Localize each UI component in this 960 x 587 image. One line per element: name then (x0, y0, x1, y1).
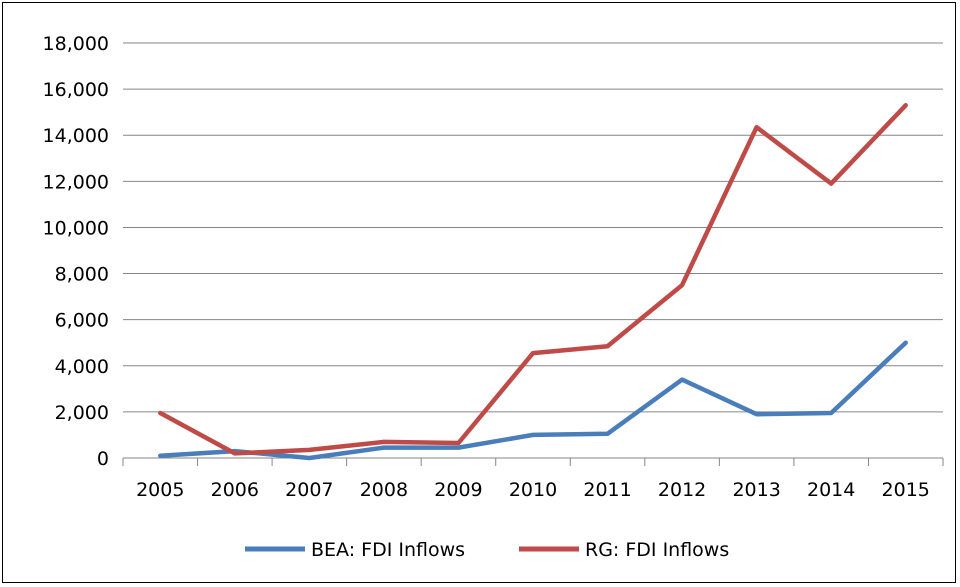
legend: BEA: FDI Inflows RG: FDI Inflows (245, 539, 729, 561)
y-tick-label: 12,000 (43, 171, 109, 193)
x-tick-label: 2008 (360, 479, 408, 501)
x-tick-label: 2009 (434, 479, 482, 501)
x-tick-label: 2011 (583, 479, 631, 501)
x-tick-label: 2005 (136, 479, 184, 501)
gridlines (123, 42, 943, 459)
x-axis-tick-labels: 2005 2006 2007 2008 2009 2010 2011 2012 2013 2014… (136, 479, 930, 501)
x-axis-ticks (122, 458, 944, 466)
y-tick-label: 4,000 (55, 356, 109, 378)
series-line-rg (158, 103, 908, 456)
x-tick-label: 2010 (509, 479, 557, 501)
y-tick-label: 16,000 (43, 79, 109, 101)
series-line-bea (158, 340, 908, 461)
y-tick-label: 2,000 (55, 402, 109, 424)
y-tick-label: 6,000 (55, 310, 109, 332)
x-tick-label: 2015 (882, 479, 930, 501)
x-tick-label: 2014 (807, 479, 855, 501)
x-tick-label: 2007 (285, 479, 333, 501)
y-axis-tick-labels: 0 2,000 4,000 6,000 8,000 10,000 12,000 14,000 1… (43, 33, 109, 470)
y-tick-label: 14,000 (43, 125, 109, 147)
x-tick-label: 2012 (658, 479, 706, 501)
x-tick-label: 2013 (732, 479, 780, 501)
y-tick-label: 8,000 (55, 264, 109, 286)
series-lines (158, 103, 908, 461)
line-chart: 0 2,000 4,000 6,000 8,000 10,000 12,000 14,000 1… (43, 33, 944, 561)
y-tick-label: 0 (97, 448, 109, 470)
legend-label-rg: RG: FDI Inflows (585, 539, 729, 561)
y-tick-label: 18,000 (43, 33, 109, 55)
legend-label-bea: BEA: FDI Inflows (311, 539, 465, 561)
x-tick-label: 2006 (211, 479, 259, 501)
y-tick-label: 10,000 (43, 217, 109, 239)
